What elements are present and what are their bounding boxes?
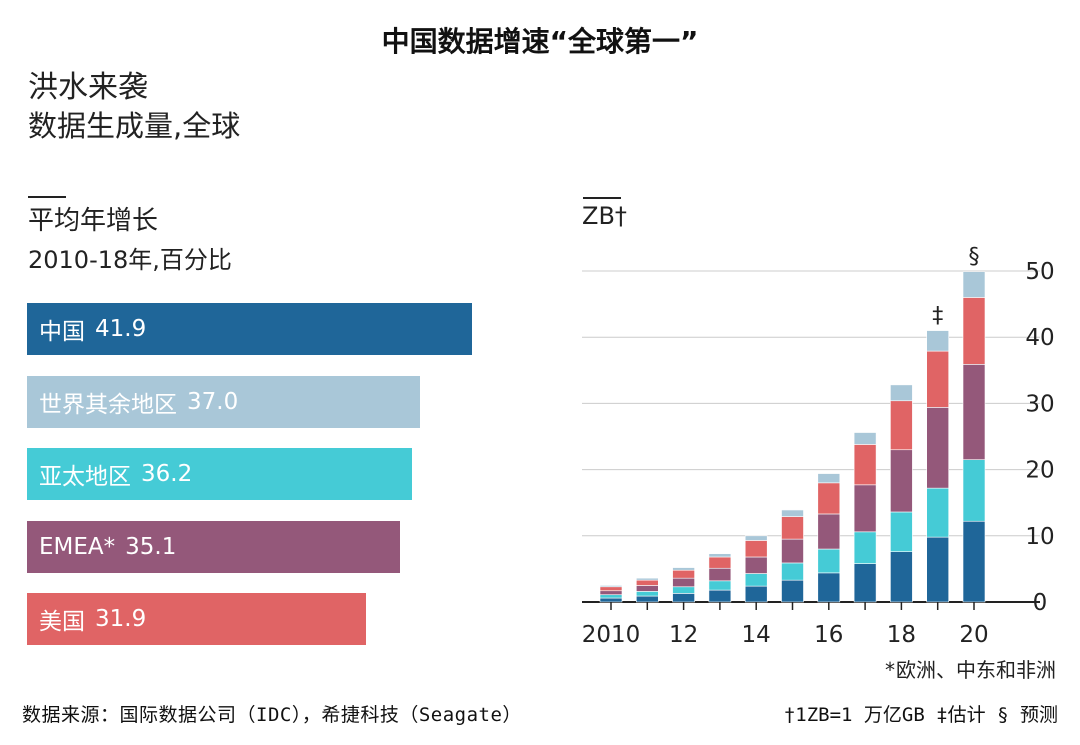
x-tick-label: 14 [742, 622, 771, 648]
stacked-bar-segment [890, 449, 913, 513]
y-tick-label: 50 [1025, 259, 1054, 285]
chart-title: 中国数据增速“全球第一” [381, 25, 699, 58]
stacked-bar-segment [817, 548, 841, 574]
stacked-bar-segment [926, 487, 950, 538]
left-label-rule [28, 196, 66, 198]
stacked-bar-segment [962, 459, 986, 522]
left-panel-sublabel: 2010-18年,百分比 [28, 246, 232, 274]
y-tick-label: 10 [1025, 524, 1054, 550]
stacked-bar-segment [744, 535, 768, 541]
y-tick-label: 40 [1025, 325, 1054, 351]
stacked-bar-segment [744, 573, 768, 587]
stacked-bar-segment [962, 364, 986, 460]
stacked-bar-segment [781, 538, 804, 564]
growth-bar: 亚太地区 36.2 [27, 448, 412, 500]
stacked-bar-segment [853, 563, 877, 603]
stacked-bar-segment [817, 482, 841, 515]
stacked-bar-segment [635, 585, 659, 592]
stacked-bar-segment [599, 585, 623, 588]
stacked-bar-segment [962, 297, 986, 365]
stacked-bar-segment [708, 553, 732, 558]
stacked-bar-segment [781, 562, 804, 581]
stacked-bar-segment [853, 484, 877, 533]
stacked-bar-segment [635, 595, 659, 603]
growth-bar-label: EMEA* [39, 533, 116, 560]
stacked-bar-segment [708, 580, 732, 591]
growth-bar-label: 中国 [39, 319, 85, 345]
y-tick-label: 0 [1033, 590, 1048, 616]
growth-bar-value: 37.0 [187, 388, 239, 415]
left-panel-label: 平均年增长 [28, 206, 159, 236]
x-tick-label: 18 [887, 622, 916, 648]
growth-bar: 美国 31.9 [27, 593, 366, 645]
stacked-bar-segment [817, 513, 841, 550]
stacked-bar-segment [635, 579, 659, 586]
stacked-bar-segment [853, 531, 877, 564]
growth-bar-label: 亚太地区 [39, 464, 131, 490]
x-tick-label: 12 [669, 622, 698, 648]
footnote: *欧洲、中东和非洲 [883, 658, 1056, 682]
stacked-bar-segment [926, 536, 950, 603]
stacked-bar-segment [817, 572, 841, 603]
stacked-bar-segment [890, 400, 913, 451]
growth-bar-label: 世界其余地区 [39, 391, 177, 418]
stacked-bar-segment [708, 589, 732, 603]
stacked-bar-segment [962, 271, 986, 298]
stacked-bar-segment [744, 585, 768, 603]
growth-bar: EMEA* 35.1 [27, 520, 400, 573]
stacked-bar-segment [744, 556, 768, 574]
x-tick-label: 20 [959, 622, 988, 648]
growth-bar-label: 美国 [39, 609, 85, 635]
growth-bar-value: 31.9 [95, 606, 147, 632]
bar-marker: § [969, 245, 980, 270]
stacked-bar-segment [890, 511, 913, 552]
stacked-bar-segment [708, 556, 732, 569]
stacked-bar-segment [890, 551, 913, 603]
stacked-bar-segment [926, 330, 950, 352]
unit-notes: †1ZB=1 万亿GB ‡估计 § 预测 [783, 704, 1058, 726]
stacked-bar-segment [672, 586, 695, 594]
stacked-bar-segment [599, 586, 623, 592]
stacked-bar-segment [926, 350, 950, 408]
stacked-bar-segment [744, 540, 768, 558]
stacked-bar-segment [890, 384, 913, 402]
stacked-bar-segment [672, 577, 695, 588]
bar-marker: ‡ [932, 304, 943, 329]
stacked-bar-segment [962, 520, 986, 603]
growth-bar-value: 35.1 [125, 533, 177, 560]
subheadline: 数据生成量,全球 [28, 109, 241, 143]
x-tick-label: 16 [814, 622, 843, 648]
stacked-bar-segment [853, 444, 877, 486]
stacked-bar-segment [817, 473, 841, 484]
y-tick-label: 30 [1025, 391, 1054, 417]
stacked-bar-segment [781, 509, 804, 517]
stacked-bar-segment [599, 597, 623, 603]
stacked-bar-segment [599, 594, 623, 599]
source-note: 数据来源：国际数据公司（IDC），希捷科技（Seagate） [22, 704, 522, 726]
growth-bar-value: 41.9 [95, 316, 147, 342]
x-tick-label: 2010 [582, 622, 641, 648]
stacked-bar-segment [672, 593, 695, 603]
stacked-bar-segment [599, 590, 623, 596]
growth-bar-value: 36.2 [141, 461, 193, 487]
stacked-bar-segment [672, 569, 695, 579]
growth-bar: 世界其余地区 37.0 [27, 375, 420, 428]
y-tick-label: 20 [1025, 458, 1054, 484]
stacked-bar-segment [672, 567, 695, 571]
growth-bar: 中国 41.9 [27, 303, 472, 355]
unit-label-rule [583, 197, 621, 199]
stacked-bar-segment [708, 567, 732, 582]
stacked-bar-segment [781, 516, 804, 540]
stacked-bar-segment [853, 432, 877, 445]
stacked-bar-segment [781, 579, 804, 603]
stacked-bar-segment [926, 407, 950, 489]
y-axis-unit-label: ZB† [582, 202, 627, 230]
headline: 洪水来袭 [28, 70, 148, 105]
stacked-bar-segment [635, 591, 659, 597]
stacked-bar-segment [635, 577, 659, 581]
